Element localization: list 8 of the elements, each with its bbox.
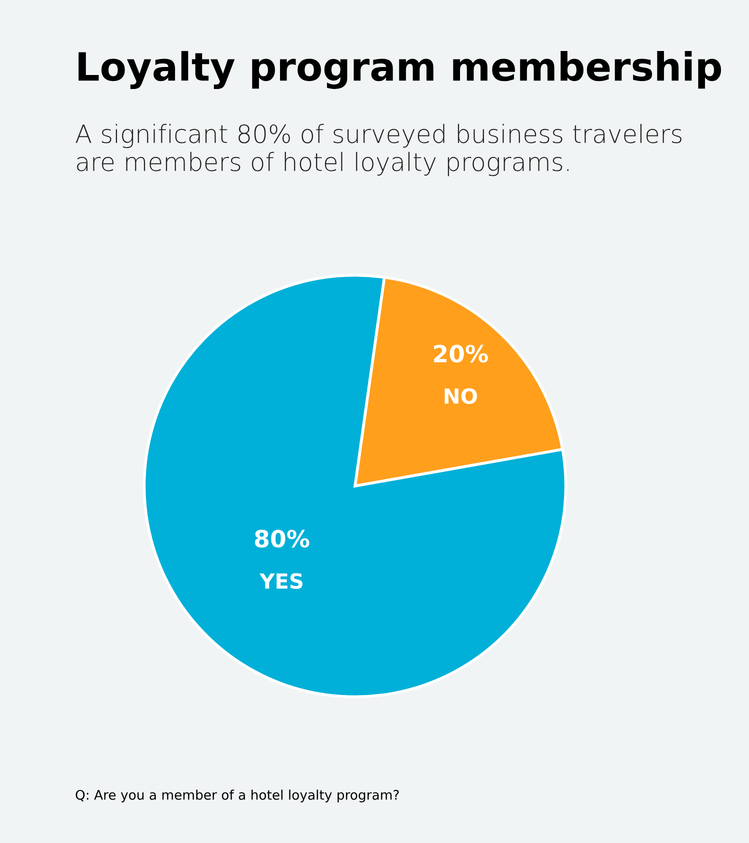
slice-label: YES: [259, 573, 302, 589]
text: Q: Are you a member of a hotel loyalty program?: [76, 790, 399, 802]
pie-slice: [142, 274, 568, 698]
slice-label: NO: [444, 388, 477, 404]
data-label: 20%: [434, 344, 488, 363]
chart-subtitle: A significant 80% of surveyed business travelers are members of hotel loyalty programs.: [76, 124, 682, 176]
chart-title: Loyalty program membership: [78, 51, 722, 89]
data-label: 80%: [254, 530, 310, 548]
